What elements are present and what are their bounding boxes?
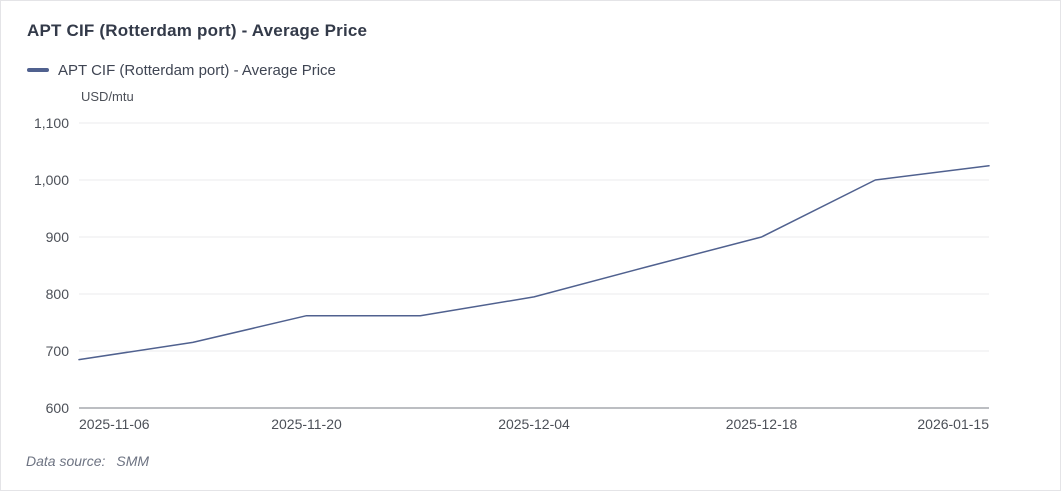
data-source-note: Data source: SMM <box>26 453 149 469</box>
x-tick-label: 2025-12-18 <box>725 416 798 432</box>
chart-title: APT CIF (Rotterdam port) - Average Price <box>27 21 368 40</box>
data-source-label: Data source: <box>26 453 106 469</box>
series-line <box>78 165 990 361</box>
legend-line-icon <box>27 68 49 72</box>
x-tick-label: 2026-01-15 <box>917 416 989 432</box>
y-tick-label: 900 <box>45 229 69 245</box>
x-tick-label: 2025-12-04 <box>498 416 570 432</box>
legend-label: APT CIF (Rotterdam port) - Average Price <box>58 61 336 79</box>
y-tick-label: 1,000 <box>33 172 69 188</box>
y-tick-label: 700 <box>45 343 69 359</box>
y-tick-label: 800 <box>45 286 69 302</box>
y-tick-label: 600 <box>45 400 69 416</box>
x-tick-label: 2025-11-06 <box>79 416 150 432</box>
x-tick-label: 2025-11-20 <box>271 416 342 432</box>
y-axis-unit-label: USD/mtu <box>81 89 134 104</box>
data-source-value: SMM <box>116 453 150 469</box>
legend-item[interactable]: APT CIF (Rotterdam port) - Average Price <box>27 60 336 80</box>
y-tick-label: 1,100 <box>33 115 69 131</box>
